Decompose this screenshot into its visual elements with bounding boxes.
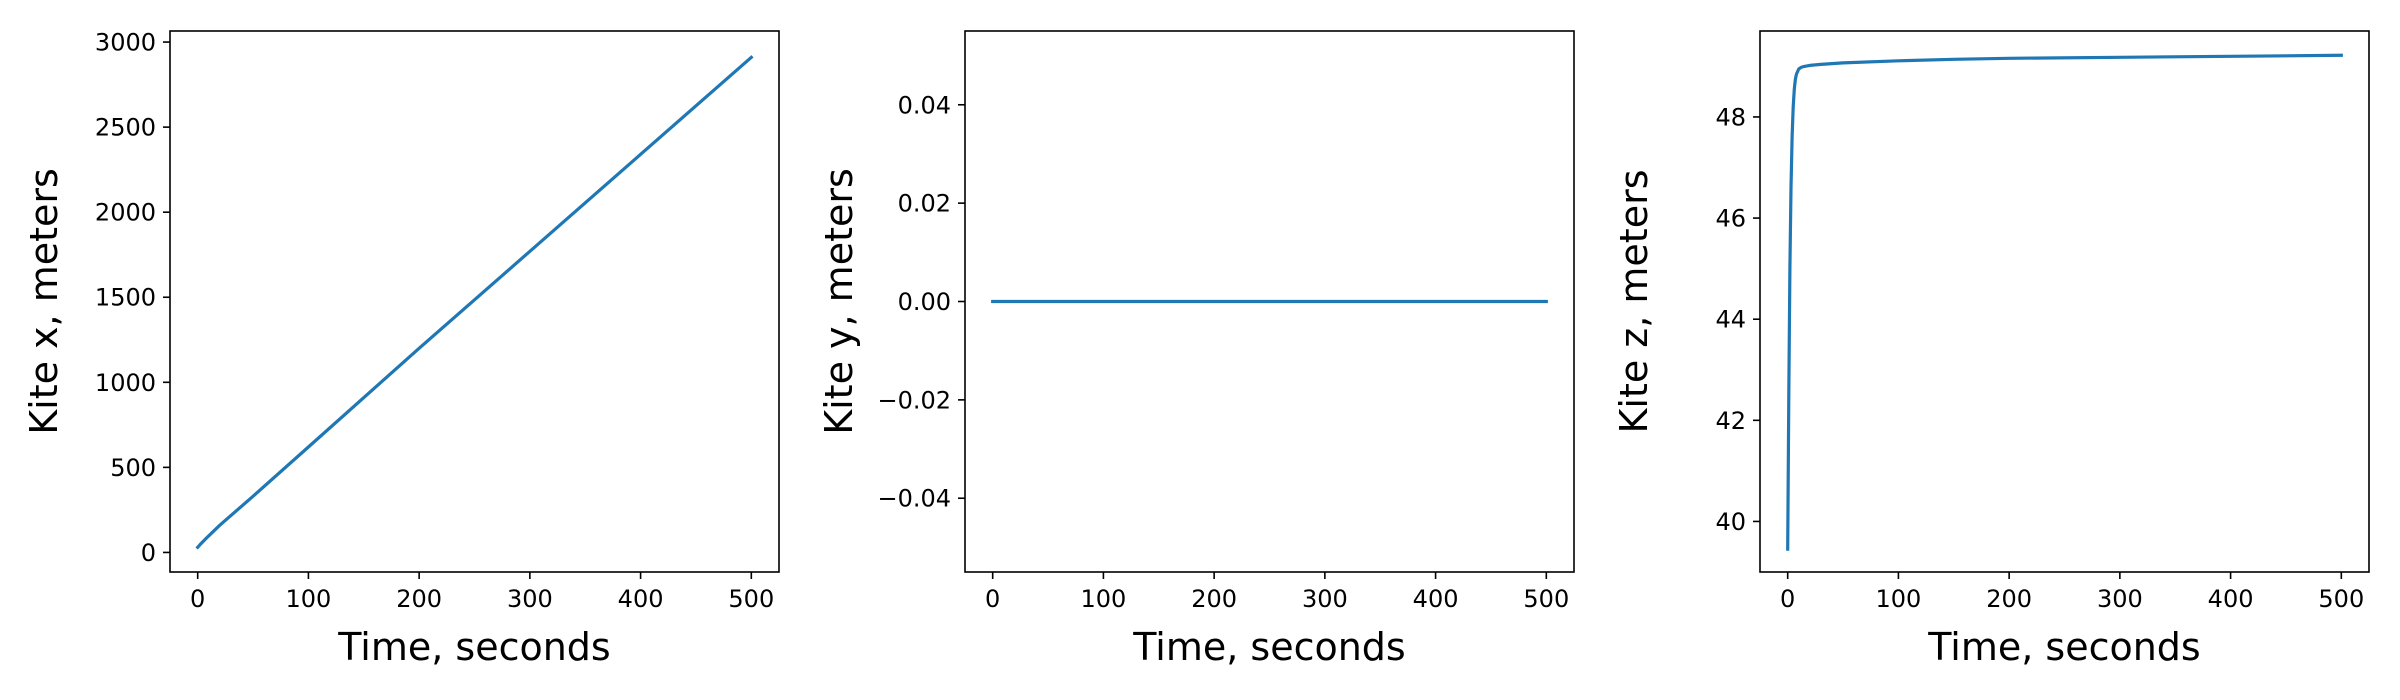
panel-x-y-tick-label: 2500 xyxy=(95,114,156,142)
panel-y-x-tick-label: 500 xyxy=(1523,585,1569,613)
panel-y-y-tick-label: 0.00 xyxy=(898,288,951,316)
panel-y-x-tick-label: 300 xyxy=(1302,585,1348,613)
panel-y-x-tick-label: 400 xyxy=(1413,585,1459,613)
panel-x-x-tick-label: 300 xyxy=(507,585,553,613)
panel-y-x-tick-label: 100 xyxy=(1081,585,1127,613)
panel-z-y-axis-label: Kite z, meters xyxy=(1612,169,1656,433)
panel-z: 0 100 200 300 400 500 40 42 44 46 48 Time, seconds K… xyxy=(1612,30,2370,669)
panel-y-x-tick-label: 200 xyxy=(1191,585,1237,613)
panel-z-x-tick-label: 500 xyxy=(2318,585,2364,613)
panel-z-x-tick-label: 400 xyxy=(2208,585,2254,613)
panel-z-axes-frame xyxy=(1759,30,2370,573)
panel-x-y-axis-label: Kite x, meters xyxy=(22,168,66,435)
panel-x-x-tick-label: 400 xyxy=(618,585,664,613)
panel-x-x-tick-label: 200 xyxy=(396,585,442,613)
panel-y-y-tick-label: 0.04 xyxy=(898,91,951,119)
panel-z-y-tick-label: 40 xyxy=(1715,508,1746,536)
panel-x-y-tick-label: 500 xyxy=(110,454,156,482)
panel-z-x-tick-label: 200 xyxy=(1986,585,2032,613)
panel-x-y-tick-label: 1500 xyxy=(95,284,156,312)
panel-x-y-tick-label: 1000 xyxy=(95,369,156,397)
panel-z-series-line xyxy=(1786,53,2343,551)
panel-y-y-tick-label: −0.02 xyxy=(877,386,951,414)
panel-z-y-tick-label: 42 xyxy=(1715,407,1746,435)
panel-z-y-tick-label: 46 xyxy=(1715,205,1746,233)
panel-x-series-line xyxy=(195,55,754,550)
panel-z-x-axis-label: Time, seconds xyxy=(1927,625,2200,669)
panel-y-y-tick-label: −0.04 xyxy=(877,485,951,513)
panel-x: 0 100 200 300 400 500 0 500 1000 1500 2000 2500 3000… xyxy=(22,29,780,669)
panel-x-y-tick-label: 3000 xyxy=(95,29,156,57)
panel-y: 0 100 200 300 400 500 −0.04 −0.02 0.00 0.02 0.04 Ti… xyxy=(817,30,1575,669)
panel-x-y-tick-label: 2000 xyxy=(95,199,156,227)
panel-z-x-tick-label: 300 xyxy=(2097,585,2143,613)
panel-z-x-tick-label: 0 xyxy=(1780,585,1795,613)
panel-x-x-tick-label: 100 xyxy=(286,585,332,613)
panel-z-y-tick-label: 48 xyxy=(1715,103,1746,131)
panel-y-x-tick-label: 0 xyxy=(985,585,1000,613)
panel-x-x-axis-label: Time, seconds xyxy=(337,625,610,669)
panel-y-y-axis-label: Kite y, meters xyxy=(817,168,861,435)
panel-x-y-tick-label: 0 xyxy=(141,539,156,567)
panel-x-axes-frame xyxy=(169,30,780,573)
panel-y-y-tick-label: 0.02 xyxy=(898,190,951,218)
panel-z-x-tick-label: 100 xyxy=(1876,585,1922,613)
panel-x-x-tick-label: 0 xyxy=(190,585,205,613)
panel-x-x-tick-label: 500 xyxy=(728,585,774,613)
panel-z-y-tick-label: 44 xyxy=(1715,306,1746,334)
panel-y-x-axis-label: Time, seconds xyxy=(1132,625,1405,669)
